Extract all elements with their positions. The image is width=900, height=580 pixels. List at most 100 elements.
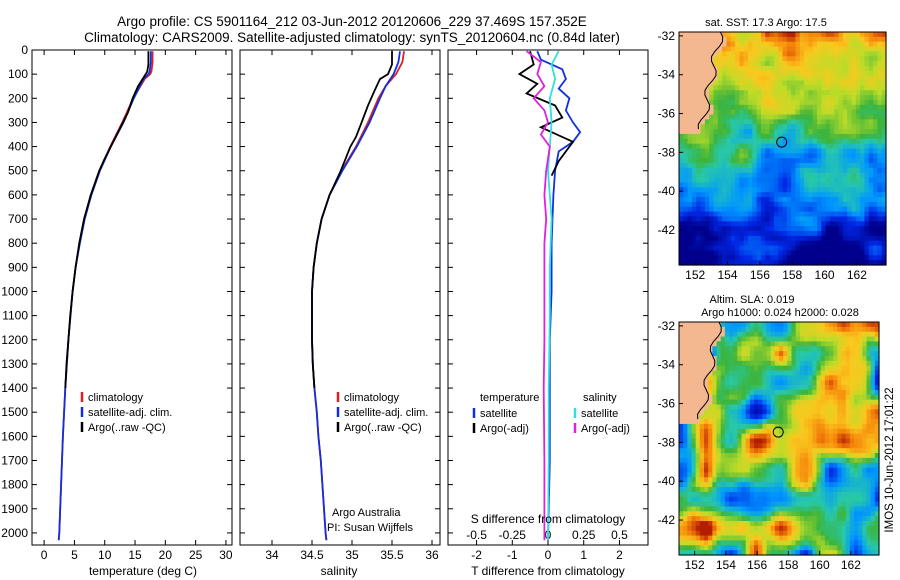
sst-cell	[868, 75, 874, 82]
sst-cell	[696, 245, 702, 252]
sst-cell	[791, 80, 797, 86]
sla-cell	[724, 360, 730, 367]
sst-cell	[868, 138, 874, 145]
sla-cell	[874, 346, 880, 352]
sla-cell	[829, 346, 834, 352]
sst-cell	[804, 133, 809, 140]
sst-cell	[756, 80, 762, 86]
sst-cell	[804, 221, 809, 227]
sla-cell	[779, 409, 784, 415]
sst-cell	[709, 85, 715, 91]
sst-cell	[739, 216, 745, 222]
sst-cell	[829, 192, 835, 198]
sla-cell	[833, 550, 838, 556]
sla-cell	[737, 530, 743, 537]
sst-cell	[691, 250, 697, 256]
sla-cell	[720, 496, 726, 503]
sla-cell	[762, 482, 768, 488]
sla-cell	[845, 370, 851, 376]
sla-cell	[745, 346, 751, 352]
sla-cell	[787, 355, 793, 362]
sla-cell	[745, 457, 751, 464]
sla-cell	[799, 365, 805, 372]
sst-cell	[709, 153, 715, 159]
sst-cell	[679, 75, 684, 82]
sst-cell	[804, 245, 809, 252]
sla-cell	[704, 409, 709, 415]
sst-cell	[726, 32, 732, 38]
sla-cell	[749, 535, 755, 542]
sla-cell	[795, 448, 801, 454]
sla-cell	[808, 506, 813, 512]
sla-cell	[808, 511, 813, 517]
sla-cell	[762, 423, 768, 430]
sst-cell	[821, 32, 827, 38]
sla-cell	[724, 545, 730, 551]
sla-cell	[699, 516, 705, 522]
sla-cell	[737, 389, 743, 396]
sla-cell	[758, 462, 763, 469]
sst-cell	[804, 41, 809, 48]
sst-cell	[821, 177, 827, 184]
sla-cell	[766, 419, 772, 425]
sla-cell	[679, 365, 684, 372]
sla-cell	[716, 448, 722, 454]
sst-cell	[799, 187, 805, 193]
sst-cell	[855, 119, 861, 125]
sla-cell	[841, 457, 847, 464]
sst-cell	[735, 148, 740, 154]
sla-cell	[791, 506, 797, 512]
sst-cell	[713, 163, 719, 169]
sst-cell	[808, 182, 814, 188]
sst-cell	[691, 85, 697, 91]
sla-cell	[820, 482, 826, 488]
sst-cell	[713, 221, 719, 227]
sla-cell	[829, 530, 834, 537]
sla-cell	[791, 351, 797, 357]
sst-cell	[778, 211, 784, 218]
sla-cell	[824, 351, 830, 357]
sst-cell	[717, 46, 723, 53]
sst-cell	[868, 95, 874, 101]
sst-cell	[687, 104, 693, 111]
sst-cell	[739, 211, 745, 218]
sla-cell	[870, 448, 876, 454]
sla-cell	[724, 404, 730, 410]
sla-cell	[749, 331, 755, 338]
sst-cell	[730, 148, 736, 154]
sst-cell	[860, 250, 866, 256]
sla-cell	[812, 550, 818, 556]
sla-cell	[866, 530, 872, 537]
sst-cell	[817, 201, 822, 208]
sla-cell	[858, 380, 863, 386]
sla-cell	[779, 414, 784, 420]
sla-cell	[733, 385, 738, 391]
sla-cell	[729, 423, 734, 430]
sst-cell	[735, 211, 740, 218]
legend-label: climatology	[344, 392, 400, 404]
sla-cell	[716, 375, 722, 381]
sst-cell	[829, 245, 835, 252]
sst-cell	[808, 104, 814, 111]
sla-cell	[712, 336, 718, 343]
sla-cell	[804, 322, 809, 328]
sst-cell	[799, 197, 805, 203]
sst-cell	[812, 104, 818, 111]
sla-cell	[733, 521, 738, 527]
sst-cell	[722, 80, 728, 86]
series-line-satellite_salinity	[547, 50, 560, 541]
sla-cell	[829, 525, 834, 532]
sla-cell	[749, 399, 755, 406]
sla-cell	[808, 428, 813, 435]
sla-cell	[837, 360, 843, 367]
legend-label: Argo(..raw -QC)	[344, 422, 422, 434]
sst-cell	[691, 46, 697, 53]
sla-cell	[845, 462, 851, 469]
sst-cell	[722, 192, 728, 198]
sla-cell	[808, 516, 813, 522]
sst-cell	[786, 104, 792, 111]
sla-cell	[862, 433, 868, 440]
sla-cell	[766, 540, 772, 546]
sst-cell	[877, 216, 883, 222]
sla-cell	[708, 521, 713, 527]
